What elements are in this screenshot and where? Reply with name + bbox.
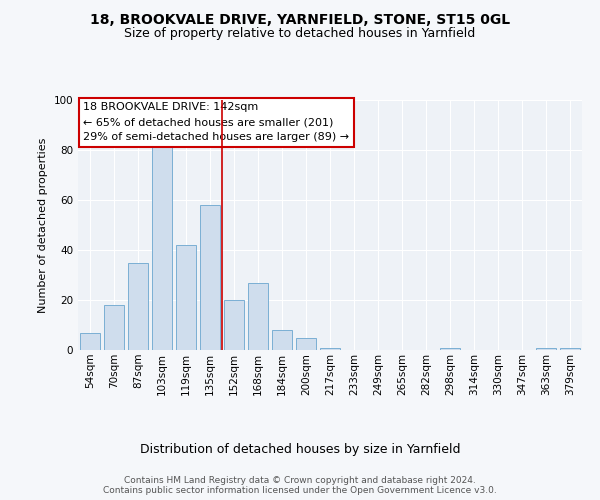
Bar: [440, 348, 460, 350]
Bar: [560, 348, 580, 350]
Bar: [152, 140, 172, 350]
Bar: [128, 262, 148, 350]
Text: 18 BROOKVALE DRIVE: 142sqm
← 65% of detached houses are smaller (201)
29% of sem: 18 BROOKVALE DRIVE: 142sqm ← 65% of deta…: [83, 102, 349, 142]
Bar: [104, 305, 124, 350]
Bar: [200, 205, 220, 350]
Bar: [320, 348, 340, 350]
Text: 18, BROOKVALE DRIVE, YARNFIELD, STONE, ST15 0GL: 18, BROOKVALE DRIVE, YARNFIELD, STONE, S…: [90, 12, 510, 26]
Y-axis label: Number of detached properties: Number of detached properties: [38, 138, 48, 312]
Bar: [296, 338, 316, 350]
Text: Distribution of detached houses by size in Yarnfield: Distribution of detached houses by size …: [140, 442, 460, 456]
Bar: [80, 332, 100, 350]
Text: Contains HM Land Registry data © Crown copyright and database right 2024.
Contai: Contains HM Land Registry data © Crown c…: [103, 476, 497, 495]
Bar: [248, 282, 268, 350]
Bar: [224, 300, 244, 350]
Bar: [272, 330, 292, 350]
Bar: [536, 348, 556, 350]
Text: Size of property relative to detached houses in Yarnfield: Size of property relative to detached ho…: [124, 28, 476, 40]
Bar: [176, 245, 196, 350]
